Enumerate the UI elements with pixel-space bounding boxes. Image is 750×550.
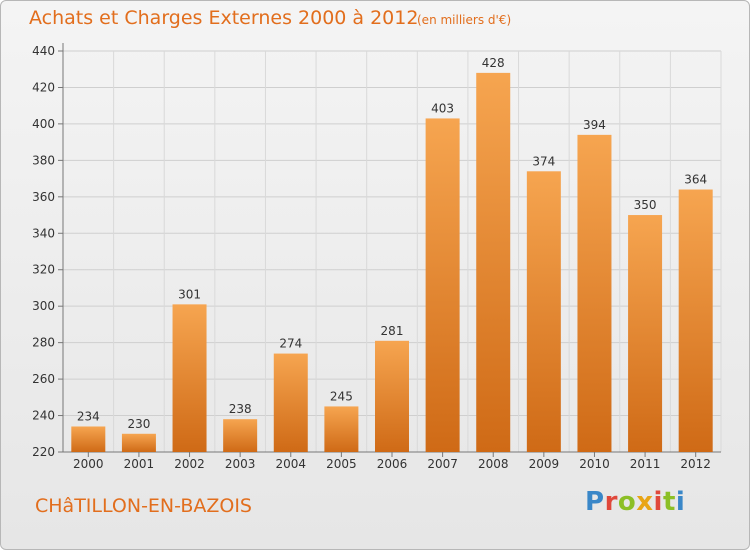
bar xyxy=(577,134,612,452)
bar xyxy=(678,189,713,452)
data-label: 238 xyxy=(229,402,252,416)
data-label: 394 xyxy=(583,118,606,132)
x-tick-label: 2001 xyxy=(124,457,155,471)
y-tick-label: 440 xyxy=(32,44,55,58)
data-label: 350 xyxy=(634,198,657,212)
commune-name: CHâTILLON-EN-BAZOIS xyxy=(35,495,252,517)
chart-title: Achats et Charges Externes 2000 à 2012 xyxy=(29,7,419,29)
data-label: 234 xyxy=(77,409,100,423)
y-tick-label: 400 xyxy=(32,117,55,131)
bar xyxy=(375,340,409,452)
x-tick-label: 2008 xyxy=(478,457,509,471)
bar xyxy=(425,118,460,452)
chart-unit-label: (en milliers d'€) xyxy=(417,13,512,27)
bar xyxy=(526,171,561,453)
y-tick-label: 240 xyxy=(32,409,55,423)
bar xyxy=(273,353,308,452)
x-tick-label: 2012 xyxy=(680,457,711,471)
data-label: 374 xyxy=(532,154,555,168)
y-tick-label: 220 xyxy=(32,445,55,459)
data-label: 281 xyxy=(381,324,404,338)
y-tick-label: 280 xyxy=(32,336,55,350)
data-label: 274 xyxy=(279,337,302,351)
data-label: 245 xyxy=(330,389,353,403)
x-tick-label: 2004 xyxy=(275,457,306,471)
y-tick-label: 420 xyxy=(32,80,55,94)
bar xyxy=(324,406,359,452)
x-tick-label: 2011 xyxy=(630,457,661,471)
y-tick-label: 320 xyxy=(32,263,55,277)
bar xyxy=(223,419,258,452)
bar xyxy=(121,433,156,452)
bar xyxy=(71,426,106,452)
axes: 220 240 260 280 300 320 340 360 380 400 420 440 2000… xyxy=(32,43,721,471)
bar xyxy=(628,215,663,452)
x-tick-label: 2010 xyxy=(579,457,610,471)
data-label: 428 xyxy=(482,56,505,70)
x-tick-label: 2007 xyxy=(427,457,458,471)
x-tick-label: 2002 xyxy=(174,457,205,471)
y-tick-label: 260 xyxy=(32,372,55,386)
x-tick-label: 2003 xyxy=(225,457,256,471)
bars xyxy=(71,72,713,453)
data-label: 364 xyxy=(684,173,707,187)
x-tick-label: 2009 xyxy=(529,457,560,471)
bar xyxy=(172,304,207,452)
x-tick-label: 2000 xyxy=(73,457,104,471)
y-tick-label: 300 xyxy=(32,299,55,313)
x-tick-label: 2005 xyxy=(326,457,357,471)
y-tick-label: 340 xyxy=(32,226,55,240)
data-label: 230 xyxy=(127,417,150,431)
data-label: 301 xyxy=(178,287,201,301)
y-tick-label: 380 xyxy=(32,153,55,167)
data-label: 403 xyxy=(431,101,454,115)
y-tick-label: 360 xyxy=(32,190,55,204)
x-tick-label: 2006 xyxy=(377,457,408,471)
bar xyxy=(476,72,511,452)
proxiti-logo: Proxiti xyxy=(585,487,686,517)
data-labels: 234 230 301 238 274 245 281 403 428 374 394 350 364 xyxy=(77,56,707,431)
